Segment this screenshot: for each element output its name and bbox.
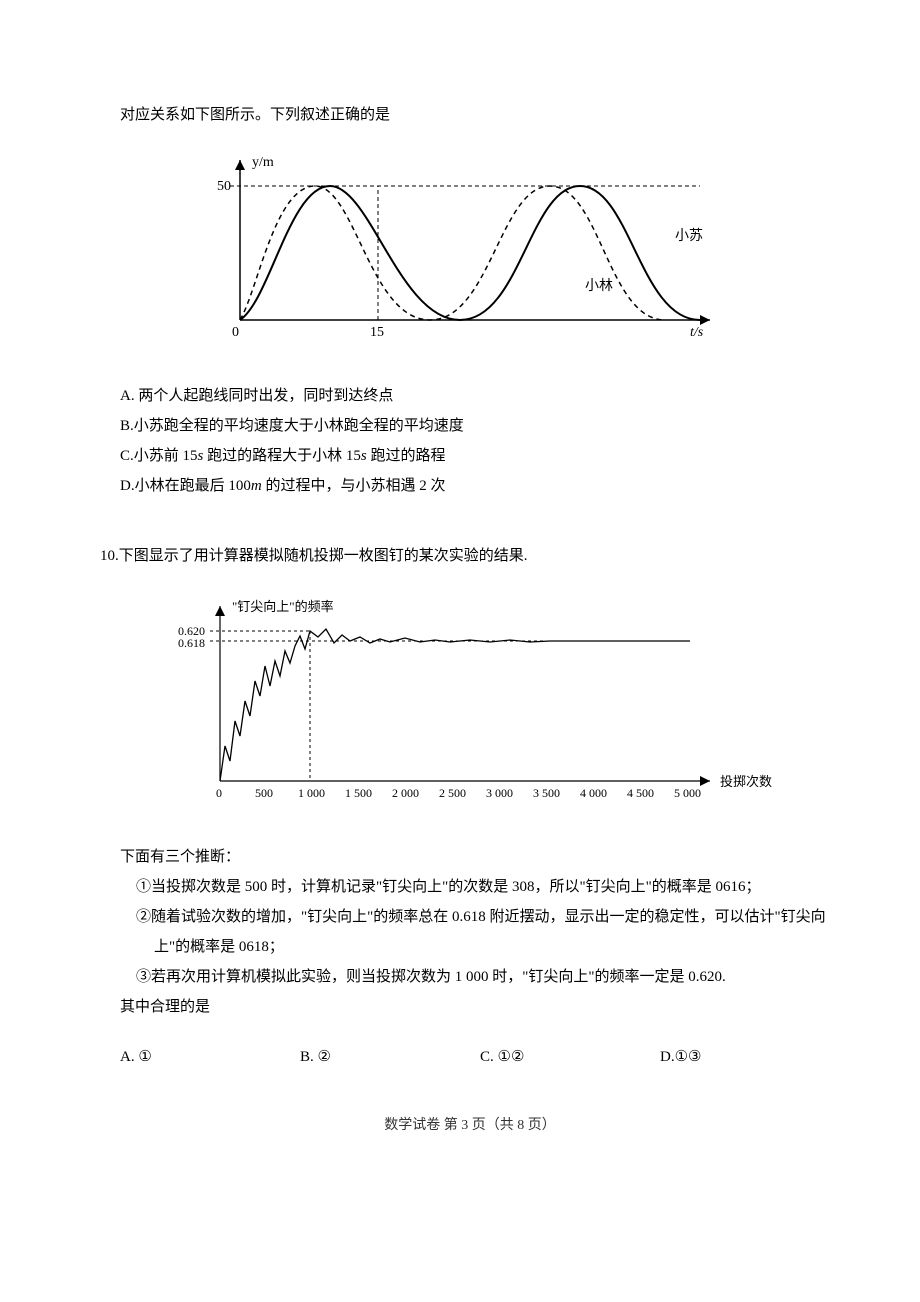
svg-text:5 000: 5 000 (674, 786, 701, 800)
q9-y-axis-label: y/m (252, 155, 274, 170)
q9-option-c: C.小苏前 15s 跑过的路程大于小林 15s 跑过的路程 (120, 441, 840, 471)
q9-x-axis-label: t/s (690, 325, 704, 340)
q10-chart: "钉尖向上"的频率 0.620 0.618 0 500 1 000 1 500 … (100, 591, 840, 822)
q10-item2-line2: 上"的概率是 0618； (154, 932, 840, 962)
svg-text:1 000: 1 000 (298, 786, 325, 800)
svg-text:1 500: 1 500 (345, 786, 372, 800)
q9-option-d: D.小林在跑最后 100m 的过程中，与小苏相遇 2 次 (120, 471, 840, 501)
q10-x0: 0 (216, 786, 222, 800)
q10-option-b: B. ② (300, 1042, 480, 1072)
q9-chart: y/m 50 0 15 t/s 小苏 小林 (100, 150, 840, 361)
q10-option-c: C. ①② (480, 1042, 660, 1072)
svg-text:4 500: 4 500 (627, 786, 654, 800)
q9-x-15: 15 (370, 325, 384, 340)
q9-option-a: A. 两个人起跑线同时出发，同时到达终点 (120, 381, 840, 411)
q10-item1: ①当投掷次数是 500 时，计算机记录"钉尖向上"的次数是 308，所以"钉尖向… (136, 872, 840, 902)
q10-stem: 10.下图显示了用计算器模拟随机投掷一枚图钉的某次实验的结果. (100, 541, 840, 571)
svg-text:2 500: 2 500 (439, 786, 466, 800)
svg-text:2 000: 2 000 (392, 786, 419, 800)
svg-text:4 000: 4 000 (580, 786, 607, 800)
q10-y-label: "钉尖向上"的频率 (232, 599, 334, 614)
q9-option-b: B.小苏跑全程的平均速度大于小林跑全程的平均速度 (120, 411, 840, 441)
q10-option-d: D.①③ (660, 1042, 840, 1072)
q10-options: A. ① B. ② C. ①② D.①③ (120, 1042, 840, 1072)
page-footer: 数学试卷 第 3 页（共 8 页） (100, 1112, 840, 1140)
q9-intro: 对应关系如下图所示。下列叙述正确的是 (120, 100, 840, 130)
q10-sub-intro: 下面有三个推断： (120, 842, 840, 872)
q9-y-max: 50 (217, 179, 231, 194)
svg-text:500: 500 (255, 786, 273, 800)
q10-option-a: A. ① (120, 1042, 300, 1072)
q10-item2-line1: ②随着试验次数的增加，"钉尖向上"的频率总在 0.618 附近摆动，显示出一定的… (136, 902, 840, 932)
q10-ytick-low: 0.618 (178, 636, 205, 650)
svg-text:3 000: 3 000 (486, 786, 513, 800)
q10-item3: ③若再次用计算机模拟此实验，则当投掷次数为 1 000 时，"钉尖向上"的频率一… (136, 962, 840, 992)
q10-xticks: 500 1 000 1 500 2 000 2 500 3 000 3 500 … (255, 786, 701, 800)
svg-text:3 500: 3 500 (533, 786, 560, 800)
q9-x-origin: 0 (232, 325, 239, 340)
q10-ask: 其中合理的是 (120, 992, 840, 1022)
q9-series2-label: 小林 (585, 278, 613, 294)
q9-series1-label: 小苏 (675, 228, 703, 244)
q10-x-axis-label: 投掷次数 (720, 774, 772, 789)
